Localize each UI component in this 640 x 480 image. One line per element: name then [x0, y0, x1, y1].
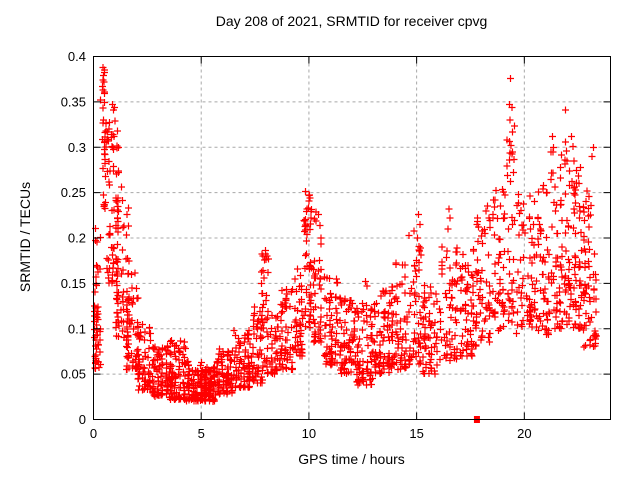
scatter-points	[91, 64, 600, 405]
x-tick-label: 15	[409, 426, 423, 441]
x-tick-label: 0	[90, 426, 97, 441]
y-tick-label: 0.3	[68, 140, 86, 155]
x-tick-label: 20	[517, 426, 531, 441]
y-tick-label: 0.25	[61, 185, 86, 200]
y-tick-label: 0.2	[68, 231, 86, 246]
y-tick-label: 0.1	[68, 321, 86, 336]
y-tick-label: 0.05	[61, 367, 86, 382]
y-tick-label: 0.35	[61, 94, 86, 109]
y-axis-label: SRMTID / TECUs	[17, 181, 33, 293]
x-axis-label: GPS time / hours	[298, 451, 405, 467]
x-tick-label: 10	[302, 426, 316, 441]
chart-title: Day 208 of 2021, SRMTID for receiver cpv…	[215, 13, 488, 29]
x-tick-label: 5	[198, 426, 205, 441]
axis-ticks	[93, 56, 611, 420]
y-tick-label: 0.15	[61, 276, 86, 291]
y-tick-label: 0.4	[68, 49, 86, 64]
y-tick-label: 0	[79, 412, 86, 427]
